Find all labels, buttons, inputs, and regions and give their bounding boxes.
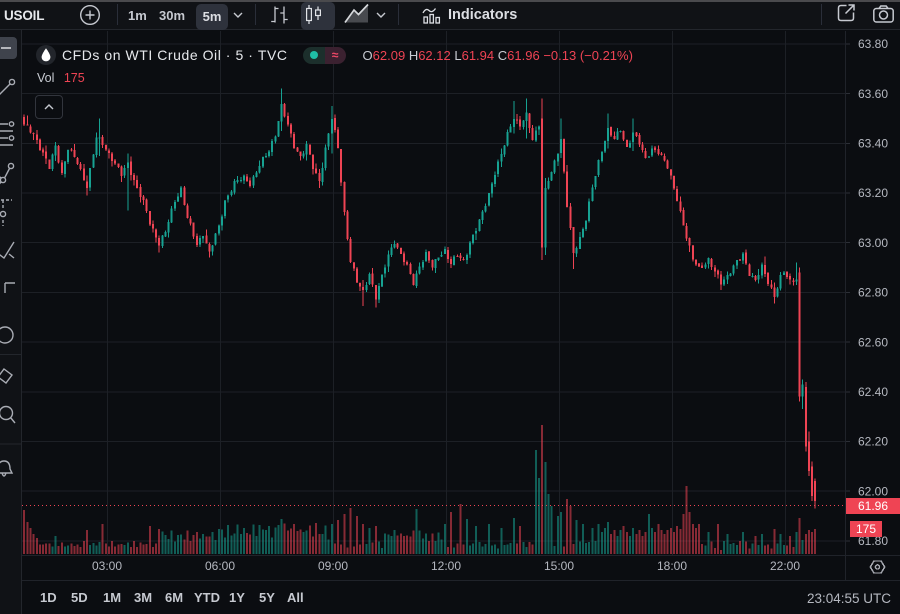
svg-text:06:00: 06:00 (205, 559, 235, 573)
svg-text:18:00: 18:00 (657, 559, 687, 573)
svg-text:12:00: 12:00 (431, 559, 461, 573)
svg-text:62.60: 62.60 (858, 335, 888, 349)
svg-text:22:00: 22:00 (770, 559, 800, 573)
svg-text:03:00: 03:00 (92, 559, 122, 573)
svg-text:62.80: 62.80 (858, 286, 888, 300)
svg-text:15:00: 15:00 (544, 559, 574, 573)
svg-text:175: 175 (856, 522, 876, 536)
svg-text:63.60: 63.60 (858, 87, 888, 101)
svg-text:61.80: 61.80 (858, 534, 888, 548)
svg-text:63.40: 63.40 (858, 137, 888, 151)
svg-text:63.20: 63.20 (858, 186, 888, 200)
svg-text:63.80: 63.80 (858, 37, 888, 51)
svg-text:63.00: 63.00 (858, 236, 888, 250)
svg-text:09:00: 09:00 (318, 559, 348, 573)
svg-text:61.96: 61.96 (858, 499, 888, 513)
svg-text:62.20: 62.20 (858, 435, 888, 449)
svg-text:62.40: 62.40 (858, 385, 888, 399)
svg-text:62.00: 62.00 (858, 484, 888, 498)
